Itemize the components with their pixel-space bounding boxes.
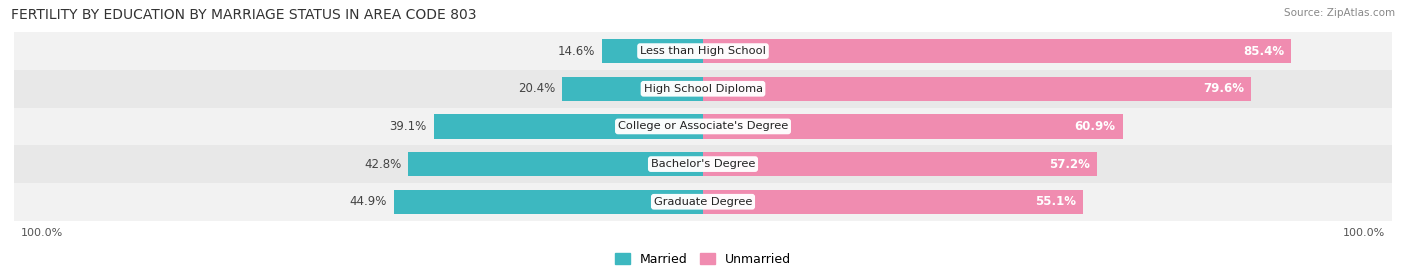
Text: High School Diploma: High School Diploma bbox=[644, 84, 762, 94]
Text: College or Associate's Degree: College or Associate's Degree bbox=[617, 121, 789, 132]
Bar bbox=[14, 183, 1392, 221]
Bar bbox=[14, 108, 1392, 145]
Text: Bachelor's Degree: Bachelor's Degree bbox=[651, 159, 755, 169]
Text: 79.6%: 79.6% bbox=[1204, 82, 1244, 95]
Text: 44.9%: 44.9% bbox=[350, 195, 387, 208]
Text: 42.8%: 42.8% bbox=[364, 158, 401, 171]
Text: 100.0%: 100.0% bbox=[1343, 228, 1385, 238]
Text: 55.1%: 55.1% bbox=[1035, 195, 1076, 208]
Text: 85.4%: 85.4% bbox=[1243, 45, 1285, 58]
Text: 14.6%: 14.6% bbox=[558, 45, 596, 58]
Bar bbox=[14, 145, 1392, 183]
Bar bbox=[394, 189, 703, 214]
Bar bbox=[433, 114, 703, 139]
Bar bbox=[562, 77, 703, 101]
Bar bbox=[703, 152, 1097, 176]
Text: 39.1%: 39.1% bbox=[389, 120, 427, 133]
Bar bbox=[14, 32, 1392, 70]
Bar bbox=[14, 70, 1392, 108]
Text: Source: ZipAtlas.com: Source: ZipAtlas.com bbox=[1284, 8, 1395, 18]
Bar bbox=[408, 152, 703, 176]
Bar bbox=[703, 189, 1083, 214]
Text: Less than High School: Less than High School bbox=[640, 46, 766, 56]
Bar bbox=[703, 39, 1291, 63]
Text: Graduate Degree: Graduate Degree bbox=[654, 197, 752, 207]
Bar bbox=[703, 114, 1122, 139]
Text: FERTILITY BY EDUCATION BY MARRIAGE STATUS IN AREA CODE 803: FERTILITY BY EDUCATION BY MARRIAGE STATU… bbox=[11, 8, 477, 22]
Bar bbox=[602, 39, 703, 63]
Text: 20.4%: 20.4% bbox=[519, 82, 555, 95]
Bar bbox=[703, 77, 1251, 101]
Legend: Married, Unmarried: Married, Unmarried bbox=[610, 248, 796, 269]
Text: 57.2%: 57.2% bbox=[1049, 158, 1090, 171]
Text: 60.9%: 60.9% bbox=[1074, 120, 1116, 133]
Text: 100.0%: 100.0% bbox=[21, 228, 63, 238]
